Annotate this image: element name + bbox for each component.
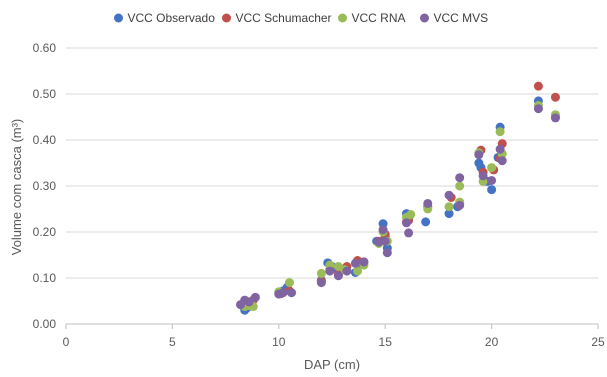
x-tick-label: 10 bbox=[272, 335, 286, 349]
data-point bbox=[487, 185, 497, 195]
data-point bbox=[495, 144, 505, 154]
data-point bbox=[380, 236, 390, 246]
data-point bbox=[550, 113, 560, 123]
legend-marker bbox=[222, 13, 231, 23]
data-point bbox=[250, 292, 260, 302]
data-point bbox=[455, 173, 465, 183]
data-point bbox=[325, 266, 335, 276]
legend-item: VCC RNA bbox=[338, 11, 406, 25]
data-point bbox=[316, 278, 326, 288]
data-point bbox=[550, 92, 560, 102]
series-vcc-schumacher bbox=[240, 81, 560, 310]
data-point bbox=[284, 278, 294, 288]
legend-marker bbox=[338, 13, 347, 23]
legend-item: VCC MVS bbox=[420, 11, 488, 25]
y-tick-label: 0.50 bbox=[33, 87, 57, 101]
legend-marker bbox=[114, 13, 123, 23]
x-tick-label: 25 bbox=[591, 335, 605, 349]
y-tick-label: 0.10 bbox=[33, 271, 57, 285]
x-tick-label: 5 bbox=[169, 335, 176, 349]
data-point bbox=[244, 297, 254, 307]
y-tick-label: 0.20 bbox=[33, 225, 57, 239]
data-point bbox=[278, 288, 288, 298]
y-tick-label: 0.40 bbox=[33, 133, 57, 147]
data-point bbox=[444, 209, 454, 219]
legend-label: VCC MVS bbox=[434, 11, 489, 25]
data-point bbox=[455, 200, 465, 210]
data-point bbox=[342, 266, 352, 276]
legend-label: VCC Observado bbox=[128, 11, 216, 25]
data-point bbox=[455, 181, 465, 191]
data-point bbox=[333, 271, 343, 281]
data-point bbox=[353, 266, 363, 276]
data-points bbox=[235, 81, 560, 315]
data-point bbox=[401, 218, 411, 228]
data-point bbox=[495, 127, 505, 137]
data-point bbox=[474, 150, 484, 160]
legend-item: VCC Schumacher bbox=[222, 11, 332, 25]
data-point bbox=[404, 228, 414, 238]
legend: VCC Observado VCC Schumacher VCC RNA VCC MV… bbox=[114, 11, 488, 25]
data-point bbox=[382, 248, 392, 258]
data-point bbox=[287, 288, 297, 298]
data-point bbox=[406, 210, 416, 220]
data-point bbox=[444, 202, 454, 212]
y-tick-label: 0.30 bbox=[33, 179, 57, 193]
gridlines bbox=[66, 47, 598, 279]
y-tick-label: 0.00 bbox=[33, 317, 57, 331]
data-point bbox=[423, 198, 433, 208]
data-point bbox=[478, 171, 488, 181]
data-point bbox=[421, 217, 431, 227]
data-point bbox=[359, 257, 369, 267]
data-point bbox=[497, 156, 507, 166]
data-point bbox=[378, 225, 388, 235]
data-point bbox=[533, 81, 543, 91]
y-tick-label: 0.60 bbox=[33, 41, 57, 55]
series-vcc-mvs bbox=[235, 104, 560, 310]
legend-item: VCC Observado bbox=[114, 11, 215, 25]
data-point bbox=[533, 104, 543, 114]
x-tick-label: 15 bbox=[379, 335, 393, 349]
series-vcc-rna bbox=[240, 101, 560, 312]
data-point bbox=[316, 268, 326, 278]
legend-label: VCC Schumacher bbox=[236, 11, 332, 25]
data-point bbox=[487, 163, 497, 173]
axes: 0.00 0.10 0.20 0.30 0.40 0.50 0.60 0 5 10 15 20 25 bbox=[33, 41, 605, 349]
data-point bbox=[444, 190, 454, 200]
y-axis-title: Volume com casca (m³) bbox=[9, 119, 24, 256]
legend-marker bbox=[420, 13, 429, 23]
x-tick-label: 0 bbox=[63, 335, 70, 349]
legend-label: VCC RNA bbox=[352, 11, 406, 25]
data-point bbox=[487, 175, 497, 185]
x-axis-title: DAP (cm) bbox=[304, 357, 360, 372]
data-point bbox=[350, 258, 360, 268]
x-tick-label: 20 bbox=[485, 335, 499, 349]
